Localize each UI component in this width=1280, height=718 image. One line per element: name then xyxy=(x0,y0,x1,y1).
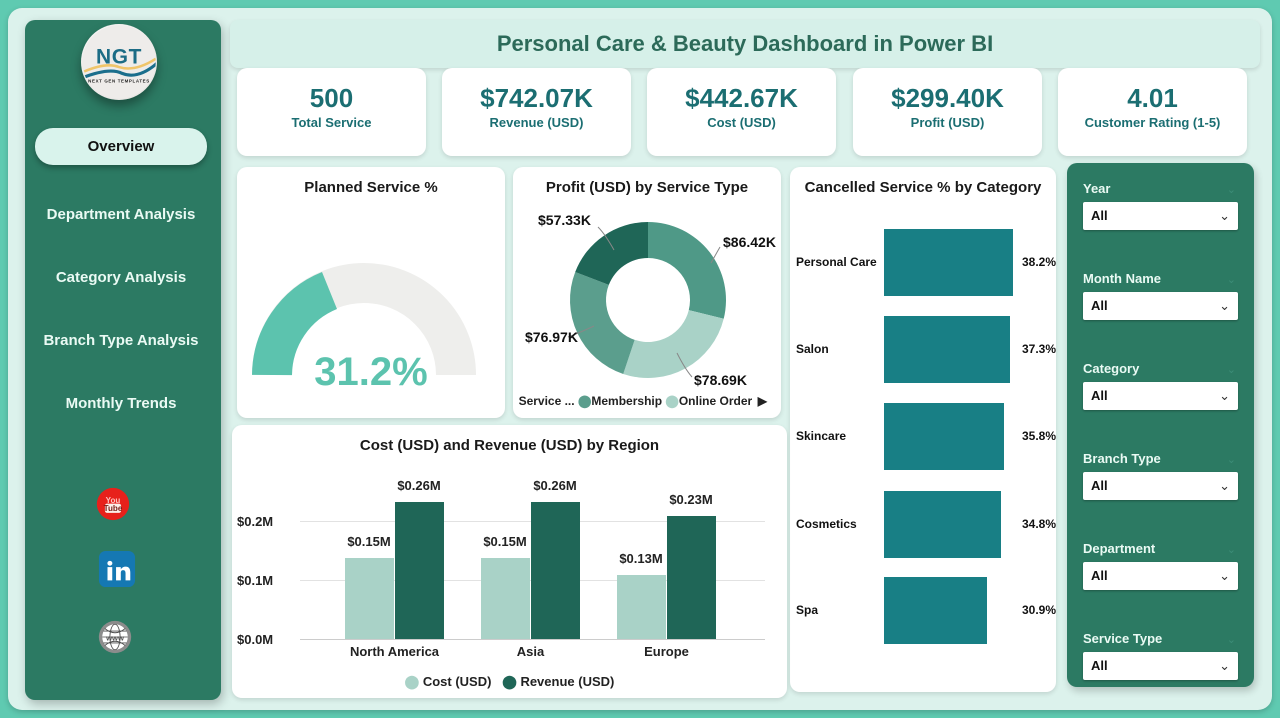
svg-text:31.2%: 31.2% xyxy=(314,350,427,394)
svg-text:NGT: NGT xyxy=(96,45,142,68)
svg-text:$57.33K: $57.33K xyxy=(538,212,591,228)
svg-text:www: www xyxy=(105,633,124,642)
svg-text:$78.69K: $78.69K xyxy=(694,372,747,388)
svg-text:Tube: Tube xyxy=(104,504,123,513)
svg-text:$86.42K: $86.42K xyxy=(723,234,776,250)
svg-text:$76.97K: $76.97K xyxy=(525,329,578,345)
svg-text:NEXT GEN TEMPLATES: NEXT GEN TEMPLATES xyxy=(88,78,150,83)
